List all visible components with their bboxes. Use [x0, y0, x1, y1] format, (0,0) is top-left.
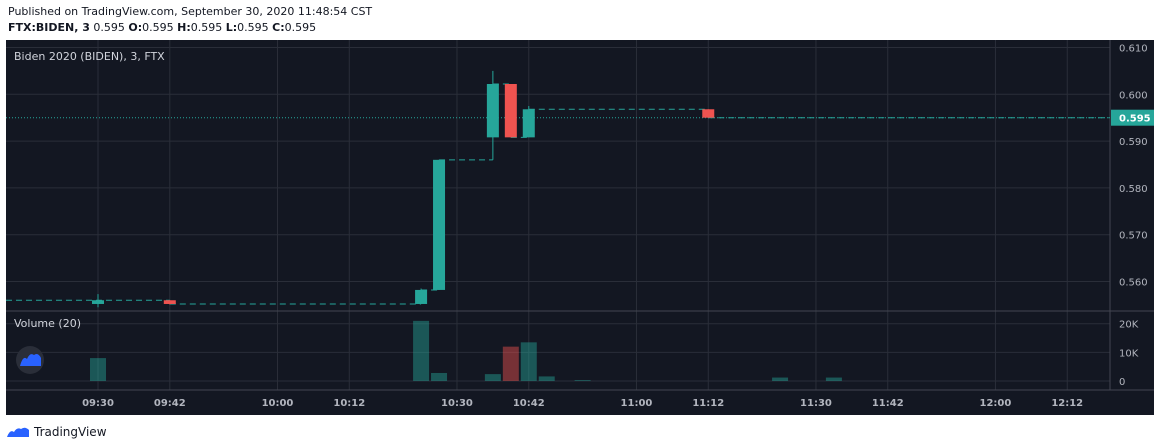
- volume-bar: [574, 380, 591, 381]
- time-tick-label: 10:12: [333, 398, 365, 409]
- low-label: L:: [225, 21, 238, 34]
- volume-bar: [90, 358, 106, 381]
- time-tick-label: 09:42: [154, 398, 186, 409]
- footer-brand[interactable]: TradingView: [6, 423, 107, 441]
- candle-body: [415, 289, 428, 304]
- candle-body: [486, 83, 499, 138]
- last-price-badge-label: 0.595: [1119, 114, 1151, 125]
- time-tick-label: 12:12: [1051, 398, 1083, 409]
- volume-bar: [772, 377, 789, 381]
- price-tick-label: 0.590: [1119, 137, 1148, 148]
- price-tick-label: 0.600: [1119, 90, 1148, 101]
- time-tick-label: 10:00: [262, 398, 294, 409]
- last-price: 0.595: [93, 21, 125, 34]
- time-tick-label: 10:42: [513, 398, 545, 409]
- time-tick-label: 12:00: [980, 398, 1012, 409]
- candle-body: [504, 83, 517, 138]
- volume-bar: [520, 342, 537, 381]
- candle-body: [522, 109, 535, 138]
- open-value: 0.595: [142, 21, 174, 34]
- candle-body: [702, 109, 715, 118]
- ohlc-line: FTX:BIDEN, 3 0.595 O:0.595 H:0.595 L:0.5…: [8, 21, 316, 34]
- volume-tick-label: 10K: [1119, 348, 1139, 359]
- volume-bar: [538, 376, 555, 381]
- open-label: O:: [128, 21, 143, 34]
- volume-bar: [484, 374, 501, 381]
- candle-body: [433, 159, 446, 290]
- volume-title: Volume (20): [14, 317, 81, 330]
- low-value: 0.595: [237, 21, 269, 34]
- tv-logo-icon: [20, 354, 41, 366]
- close-value: 0.595: [284, 21, 317, 34]
- time-tick-label: 11:12: [692, 398, 724, 409]
- footer-brand-label: TradingView: [34, 425, 107, 439]
- volume-tick-label: 20K: [1119, 320, 1139, 331]
- chart-title: Biden 2020 (BIDEN), 3, FTX: [14, 50, 165, 63]
- time-tick-label: 11:30: [800, 398, 832, 409]
- time-tick-label: 11:42: [872, 398, 904, 409]
- volume-bar: [413, 320, 430, 381]
- price-tick-label: 0.570: [1119, 231, 1148, 242]
- close-label: C:: [272, 21, 285, 34]
- price-tick-label: 0.610: [1119, 43, 1148, 54]
- volume-tick-label: 0: [1119, 377, 1125, 388]
- published-line: Published on TradingView.com, September …: [8, 5, 372, 18]
- price-tick-label: 0.580: [1119, 184, 1148, 195]
- time-tick-label: 11:00: [621, 398, 653, 409]
- high-value: 0.595: [190, 21, 223, 34]
- candle-body: [92, 300, 104, 304]
- volume-bar: [431, 372, 448, 381]
- price-tick-label: 0.560: [1119, 278, 1148, 289]
- last-price-badge: [1111, 109, 1154, 126]
- published-text: Published on TradingView.com, September …: [8, 5, 373, 18]
- time-tick-label: 10:30: [441, 398, 473, 409]
- volume-bar: [825, 377, 842, 381]
- volume-bar: [502, 346, 519, 381]
- chart-background: [6, 40, 1154, 415]
- tradingview-logo-icon: [7, 427, 29, 437]
- symbol-label: FTX:BIDEN, 3: [8, 21, 90, 34]
- candle-body: [163, 300, 176, 304]
- high-label: H:: [177, 21, 191, 34]
- time-tick-label: 09:30: [82, 398, 114, 409]
